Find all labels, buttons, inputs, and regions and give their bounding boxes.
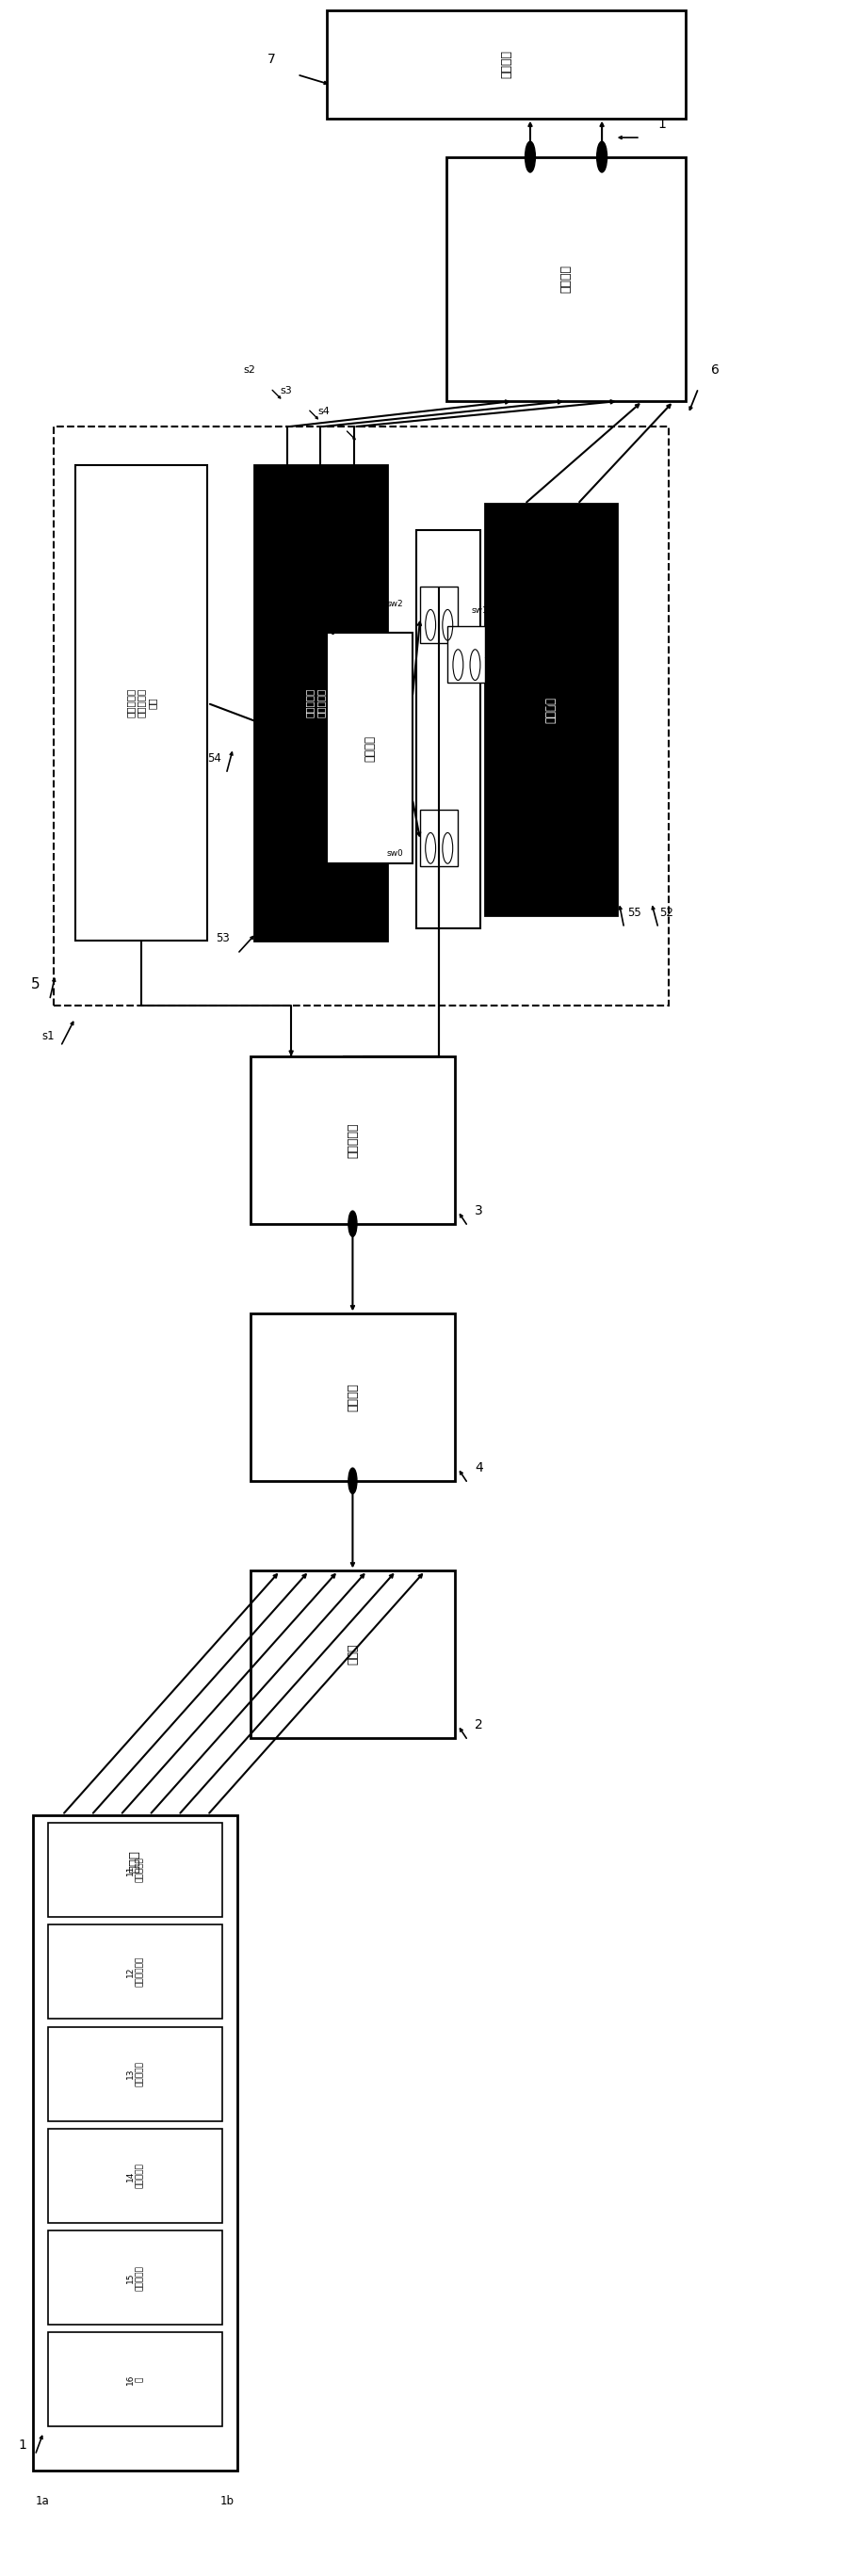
- Text: 整流装置: 整流装置: [346, 1383, 359, 1412]
- Text: 1a: 1a: [36, 2496, 50, 2506]
- Text: 12
反阳能电力源: 12 反阳能电力源: [125, 1958, 144, 1986]
- Circle shape: [596, 142, 607, 173]
- Text: 2: 2: [474, 1718, 482, 1731]
- Text: 控制单元: 控制单元: [363, 734, 376, 762]
- FancyBboxPatch shape: [54, 428, 668, 1005]
- Text: 53: 53: [215, 933, 230, 945]
- Text: 充电电路: 充电电路: [545, 696, 557, 724]
- FancyBboxPatch shape: [48, 2027, 221, 2120]
- Text: 超级电容器: 超级电容器: [346, 1123, 359, 1157]
- Text: 16
电: 16 电: [125, 2375, 144, 2385]
- FancyBboxPatch shape: [48, 2331, 221, 2427]
- Text: 1: 1: [656, 118, 665, 131]
- Text: 5: 5: [31, 976, 39, 992]
- Text: 11
刹车电力源: 11 刹车电力源: [125, 1857, 144, 1883]
- FancyBboxPatch shape: [254, 466, 386, 940]
- Circle shape: [348, 1211, 357, 1236]
- FancyBboxPatch shape: [48, 2128, 221, 2223]
- FancyBboxPatch shape: [327, 634, 412, 863]
- Text: 元器件检测
控制充放电
控制电路: 元器件检测 控制充放电 控制电路: [305, 688, 335, 719]
- Text: 13
风力电力源: 13 风力电力源: [125, 2061, 144, 2087]
- FancyBboxPatch shape: [250, 1571, 455, 1739]
- Text: sw1: sw1: [470, 605, 487, 616]
- FancyBboxPatch shape: [250, 1314, 455, 1481]
- Text: 3: 3: [474, 1206, 482, 1218]
- Text: s2: s2: [243, 366, 255, 376]
- FancyBboxPatch shape: [447, 626, 485, 683]
- Text: sw0: sw0: [386, 850, 402, 858]
- Text: 15
地热电力源: 15 地热电力源: [125, 2264, 144, 2290]
- FancyBboxPatch shape: [327, 10, 685, 118]
- FancyBboxPatch shape: [76, 466, 208, 940]
- FancyBboxPatch shape: [416, 531, 480, 927]
- Text: 4: 4: [474, 1461, 482, 1473]
- Text: 储能单元: 储能单元: [559, 265, 571, 294]
- FancyBboxPatch shape: [250, 1056, 455, 1224]
- Text: 7: 7: [267, 52, 275, 67]
- FancyBboxPatch shape: [48, 1924, 221, 2020]
- Text: 负载装置: 负载装置: [499, 49, 512, 77]
- Circle shape: [348, 1468, 357, 1494]
- Text: s3: s3: [281, 386, 293, 397]
- Text: 反向器: 反向器: [346, 1643, 359, 1664]
- Text: 电力源: 电力源: [129, 1850, 141, 1873]
- FancyBboxPatch shape: [48, 1824, 221, 1917]
- Text: 1b: 1b: [220, 2496, 234, 2506]
- Text: sw2: sw2: [386, 600, 402, 608]
- Text: 1: 1: [18, 2439, 27, 2452]
- Text: 6: 6: [710, 363, 719, 376]
- FancyBboxPatch shape: [48, 2231, 221, 2324]
- Text: s4: s4: [317, 407, 329, 417]
- Text: 51: 51: [310, 608, 323, 621]
- Text: 55: 55: [626, 907, 641, 920]
- Text: s1: s1: [41, 1030, 54, 1043]
- FancyBboxPatch shape: [420, 587, 457, 644]
- Text: 14
人力电力源: 14 人力电力源: [125, 2164, 144, 2190]
- FancyBboxPatch shape: [446, 157, 685, 402]
- Text: 54: 54: [207, 752, 221, 765]
- FancyBboxPatch shape: [33, 1816, 237, 2470]
- FancyBboxPatch shape: [485, 505, 617, 914]
- FancyBboxPatch shape: [420, 809, 457, 866]
- Text: 52: 52: [659, 907, 673, 920]
- Circle shape: [524, 142, 535, 173]
- Text: 超级电容器
检测传感器
模块: 超级电容器 检测传感器 模块: [125, 688, 157, 719]
